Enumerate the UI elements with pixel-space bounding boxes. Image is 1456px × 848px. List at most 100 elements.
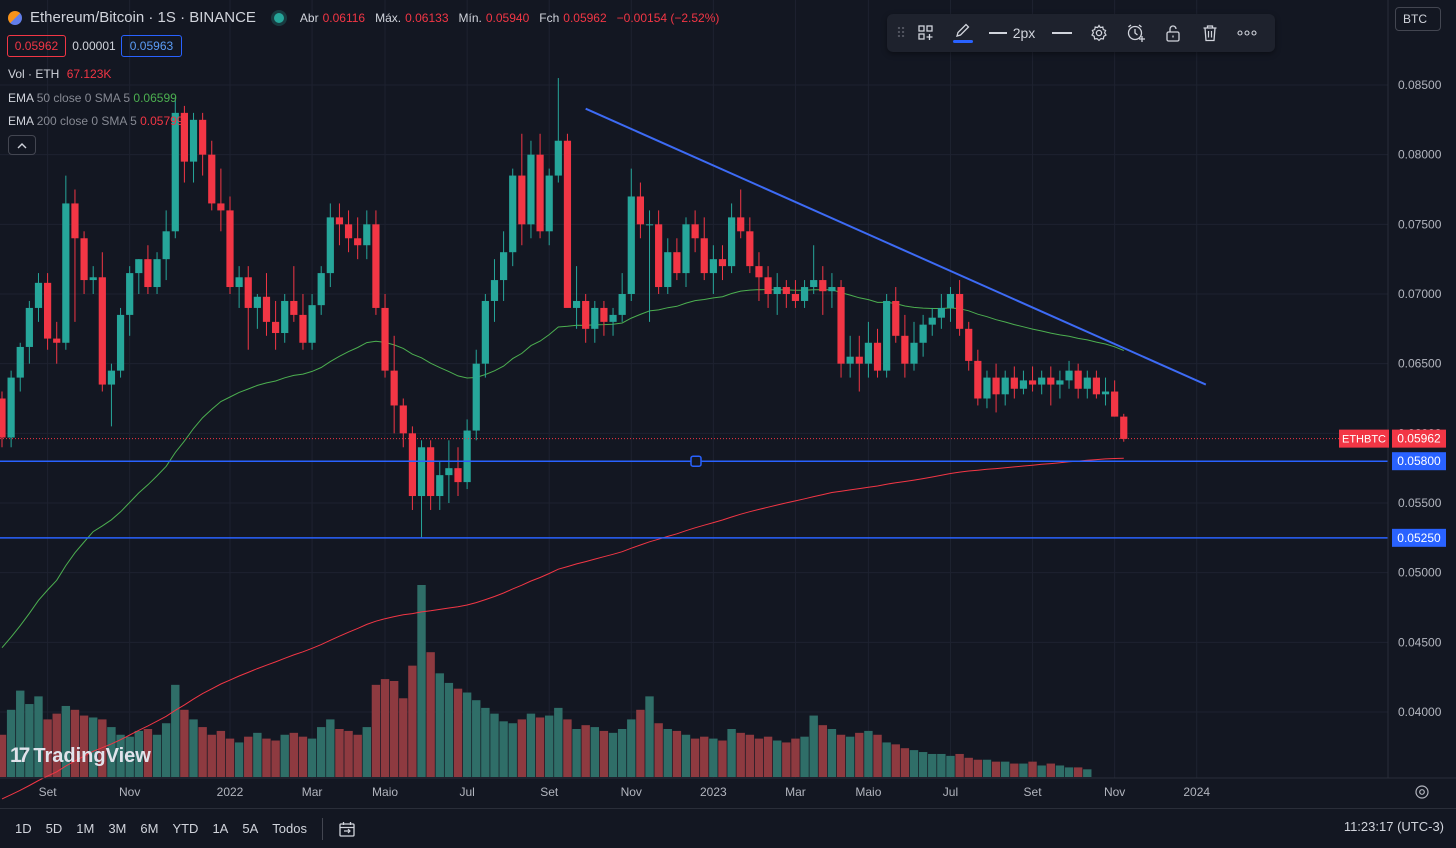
price-axis-background (1388, 0, 1456, 808)
delete-button[interactable] (1191, 18, 1228, 48)
candle-body (664, 252, 672, 288)
line-color-button[interactable] (944, 18, 981, 48)
volume-bar (408, 665, 417, 777)
ohlc-low-label: Mín. (458, 10, 482, 25)
timezone-clock[interactable]: 11:23:17 (UTC-3) (1343, 819, 1444, 834)
volume-bar (1073, 767, 1083, 777)
line-style-button[interactable] (1043, 18, 1080, 48)
settings-button[interactable] (1080, 18, 1117, 48)
ema50-legend-params: 50 close 0 SMA 5 (36, 91, 131, 105)
candle-body (80, 238, 88, 281)
ohlc-close-label: Fch (539, 10, 560, 25)
candle-body (135, 259, 143, 274)
volume-bar (107, 727, 116, 777)
symbol-title[interactable]: Ethereum/Bitcoin · 1S · BINANCE (30, 9, 256, 26)
range-5d-button[interactable]: 5D (45, 821, 63, 836)
range-1a-button[interactable]: 1A (212, 821, 229, 836)
volume-bar (727, 729, 736, 777)
ema200-legend-value: 0.05799 (140, 114, 184, 128)
candle-body (116, 314, 125, 371)
candle-body (381, 307, 389, 371)
volume-bar (526, 713, 536, 777)
candle-body (490, 280, 499, 301)
range-1d-button[interactable]: 1D (15, 821, 32, 836)
price-tick-label: 0.05500 (1398, 496, 1442, 510)
volume-bar (845, 736, 855, 777)
range-1m-button[interactable]: 1M (76, 821, 95, 836)
volume-bar (773, 740, 782, 777)
ema50-legend[interactable]: EMA 50 close 0 SMA 5 0.06599 (8, 91, 177, 105)
lock-button[interactable] (1154, 18, 1191, 48)
volume-bar (499, 721, 508, 777)
time-tick-label: 2022 (217, 785, 244, 799)
line-color-swatch (952, 40, 973, 43)
candle-body (1083, 377, 1091, 389)
volume-bar (380, 679, 390, 777)
candle-body (272, 321, 280, 334)
volume-bar (444, 682, 454, 777)
add-alert-button[interactable] (1117, 18, 1154, 48)
gear-icon (1415, 785, 1429, 799)
volume-bar (225, 738, 235, 777)
time-tick-label: Maio (372, 785, 398, 799)
gear-icon (1090, 24, 1107, 42)
drag-handle-icon[interactable]: ⠿ (895, 24, 906, 41)
buy-price-button[interactable]: 0.05963 (121, 35, 182, 57)
candle-body (563, 140, 572, 308)
chart-settings-button[interactable] (1414, 784, 1430, 800)
range-6m-button[interactable]: 6M (140, 821, 159, 836)
candle-body (636, 196, 644, 225)
more-options-button[interactable] (1228, 18, 1265, 48)
volume-bar (690, 738, 700, 777)
hline-price-tag-label: 0.05250 (1397, 531, 1441, 545)
volume-bar (6, 709, 16, 777)
ohlc-close-value: 0.05962 (563, 10, 607, 25)
price-tick-label: 0.05000 (1398, 566, 1442, 580)
volume-bar (1083, 769, 1092, 777)
candle-body (974, 360, 982, 399)
ema200-legend[interactable]: EMA 200 close 0 SMA 5 0.05799 (8, 114, 183, 128)
volume-bar (563, 719, 572, 777)
volume-legend[interactable]: Vol · ETH 67.123K (8, 67, 111, 81)
collapse-legend-button[interactable] (8, 135, 36, 155)
candle-body (919, 324, 927, 343)
range-ytd-button[interactable]: YTD (172, 821, 199, 836)
hline-price-tag (1392, 528, 1446, 547)
candle-body (189, 119, 198, 162)
sell-price-button[interactable]: 0.05962 (7, 35, 66, 57)
candle-body (800, 287, 809, 301)
go-to-date-button[interactable] (331, 815, 363, 843)
volume-bar (928, 753, 937, 777)
volume-bar (818, 725, 827, 777)
volume-bar (143, 729, 153, 777)
volume-bar (973, 759, 983, 777)
price-axis-tags: ETHBTC 0.05962 0.05800 0.05250 (1339, 429, 1446, 547)
candle-body (427, 447, 435, 497)
volume-bar (481, 707, 490, 777)
candle-body (1019, 380, 1028, 389)
candle-body (1101, 391, 1110, 395)
templates-button[interactable] (907, 18, 944, 48)
price-chart[interactable]: 0.085000.080000.075000.070000.065000.060… (0, 0, 1456, 808)
volume-bar (754, 738, 764, 777)
candle-body (645, 224, 654, 226)
candle-body (892, 300, 900, 336)
volume-bar (827, 729, 837, 777)
range-all-button[interactable]: Todos (272, 821, 307, 836)
volume-bar (462, 692, 472, 777)
ema50-line (1, 289, 1124, 649)
line-width-button[interactable]: 2px (981, 18, 1043, 48)
volume-bar (70, 709, 80, 777)
candle-body (855, 356, 863, 364)
currency-button[interactable]: BTC (1395, 7, 1441, 31)
candle-body (1111, 391, 1119, 417)
candle-body (162, 231, 170, 260)
tradingview-wordmark: TradingView (33, 744, 151, 767)
volume-bar (627, 719, 636, 777)
range-5a-button[interactable]: 5A (242, 821, 259, 836)
time-tick-label: Jul (459, 785, 474, 799)
volume-bar (809, 715, 818, 777)
range-3m-button[interactable]: 3M (108, 821, 127, 836)
candle-body (344, 224, 353, 239)
volume-bar (244, 736, 253, 777)
